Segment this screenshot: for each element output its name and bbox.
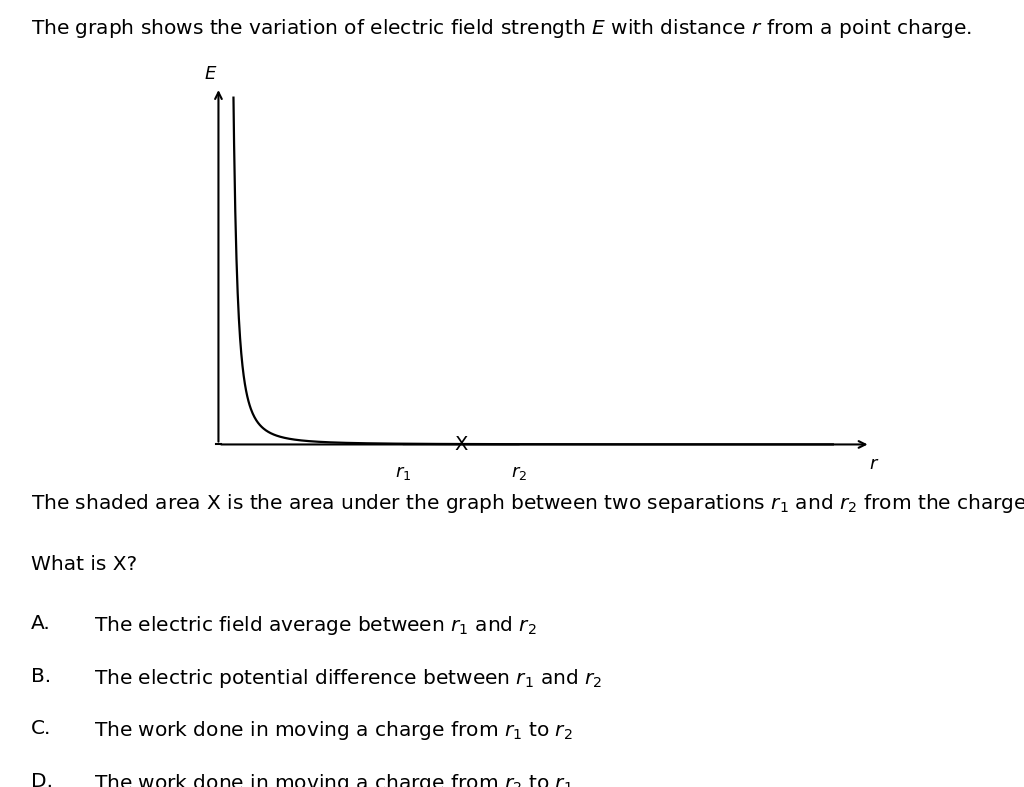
Text: A.: A. [31,614,50,633]
Text: What is X?: What is X? [31,555,137,574]
Text: The work done in moving a charge from $r_2$ to $r_1$: The work done in moving a charge from $r… [94,772,572,787]
Text: B.: B. [31,667,51,685]
Text: $E$: $E$ [204,65,217,83]
Text: The electric field average between $r_1$ and $r_2$: The electric field average between $r_1$… [94,614,537,637]
Text: The graph shows the variation of electric field strength $\it{E}$ with distance : The graph shows the variation of electri… [31,17,972,40]
Text: $r$: $r$ [868,455,879,473]
Text: The work done in moving a charge from $r_1$ to $r_2$: The work done in moving a charge from $r… [94,719,572,742]
Text: D.: D. [31,772,52,787]
Text: $r_1$: $r_1$ [394,464,411,482]
Text: The shaded area X is the area under the graph between two separations $r_1$ and : The shaded area X is the area under the … [31,492,1024,515]
Text: X: X [454,434,468,454]
Text: $r_2$: $r_2$ [511,464,527,482]
Text: The electric potential difference between $r_1$ and $r_2$: The electric potential difference betwee… [94,667,602,689]
Text: C.: C. [31,719,51,738]
